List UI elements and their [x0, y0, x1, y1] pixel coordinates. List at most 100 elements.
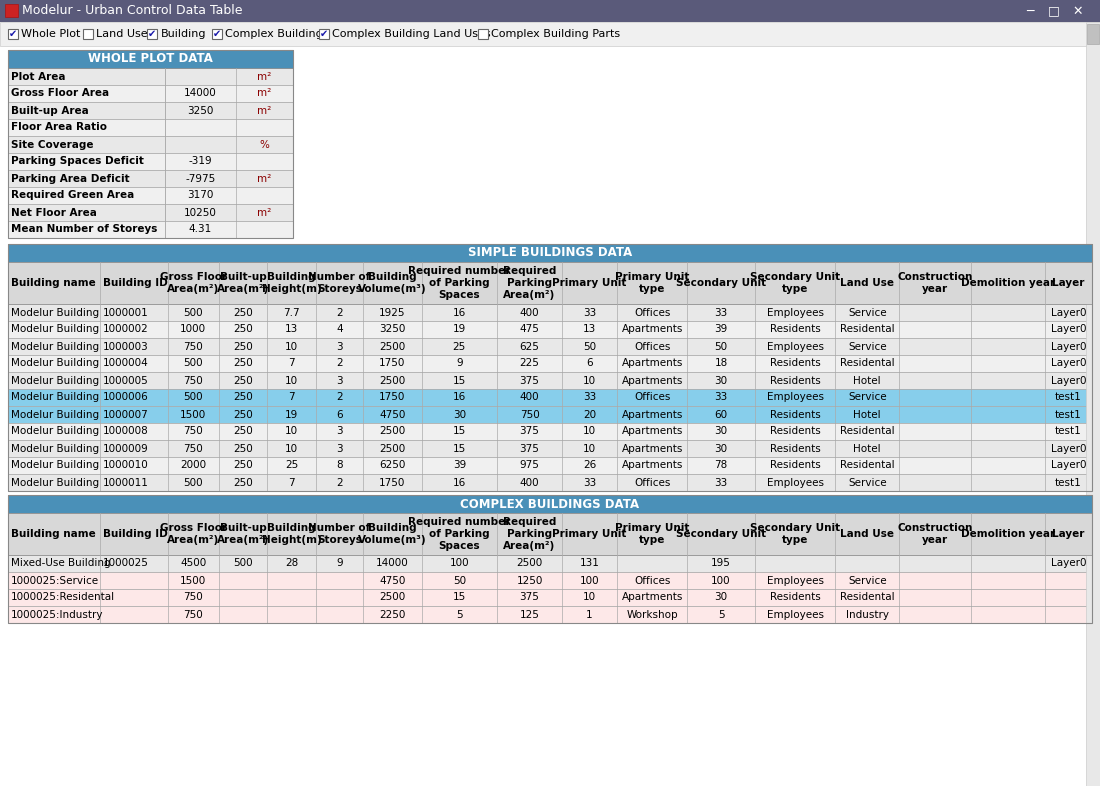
- Text: 225: 225: [519, 358, 539, 369]
- Bar: [8, 170, 293, 187]
- Text: 250: 250: [233, 341, 253, 351]
- Text: 25: 25: [285, 461, 298, 471]
- Bar: [319, 29, 329, 39]
- Text: Modelur Building: Modelur Building: [11, 358, 99, 369]
- Text: 7: 7: [288, 478, 295, 487]
- Text: Residents: Residents: [770, 325, 821, 335]
- Text: SIMPLE BUILDINGS DATA: SIMPLE BUILDINGS DATA: [468, 247, 632, 259]
- Text: Offices: Offices: [634, 307, 670, 318]
- Text: Primary Unit: Primary Unit: [552, 278, 627, 288]
- Bar: [1042, 0, 1066, 22]
- Text: Industry: Industry: [846, 609, 889, 619]
- Text: Modelur Building: Modelur Building: [11, 443, 99, 454]
- Text: 1925: 1925: [379, 307, 406, 318]
- Text: 475: 475: [519, 325, 539, 335]
- Bar: [8, 244, 1092, 262]
- Text: Modelur Building: Modelur Building: [11, 427, 99, 436]
- Text: Building ID: Building ID: [103, 278, 167, 288]
- Text: Residents: Residents: [770, 593, 821, 603]
- Text: Gross Floor
Area(m²): Gross Floor Area(m²): [160, 523, 227, 545]
- Text: 100: 100: [450, 559, 470, 568]
- Text: m²: m²: [257, 72, 272, 82]
- Text: 26: 26: [583, 461, 596, 471]
- Text: Hotel: Hotel: [854, 443, 881, 454]
- Text: 500: 500: [184, 358, 202, 369]
- Text: 10250: 10250: [184, 208, 217, 218]
- Text: Residents: Residents: [770, 358, 821, 369]
- Text: Parking Area Deficit: Parking Area Deficit: [11, 174, 130, 183]
- Bar: [6, 4, 18, 17]
- Text: 1000025:Residental: 1000025:Residental: [11, 593, 116, 603]
- Text: Required
Parking
Area(m²): Required Parking Area(m²): [503, 266, 557, 300]
- Text: Apartments: Apartments: [621, 325, 683, 335]
- Text: 33: 33: [715, 307, 728, 318]
- Text: 1000025: 1000025: [103, 559, 148, 568]
- Text: 19: 19: [285, 410, 298, 420]
- Text: 400: 400: [520, 478, 539, 487]
- Text: 1000008: 1000008: [103, 427, 148, 436]
- Text: 15: 15: [453, 376, 466, 385]
- Text: Layer0: Layer0: [1050, 376, 1086, 385]
- Bar: [8, 555, 1092, 572]
- Bar: [8, 474, 1092, 491]
- Text: 13: 13: [583, 325, 596, 335]
- Text: 1000025:Industry: 1000025:Industry: [11, 609, 103, 619]
- Text: 100: 100: [580, 575, 600, 586]
- Text: 250: 250: [233, 410, 253, 420]
- Text: 250: 250: [233, 427, 253, 436]
- Text: Secondary Unit: Secondary Unit: [676, 278, 767, 288]
- Text: 33: 33: [715, 392, 728, 402]
- Text: 500: 500: [184, 307, 202, 318]
- Text: 1000004: 1000004: [103, 358, 148, 369]
- Text: -319: -319: [188, 156, 212, 167]
- Text: Modelur Building: Modelur Building: [11, 478, 99, 487]
- Text: 250: 250: [233, 358, 253, 369]
- Bar: [8, 136, 293, 153]
- Text: 6250: 6250: [379, 461, 406, 471]
- Text: Residents: Residents: [770, 443, 821, 454]
- Text: Layer0: Layer0: [1050, 461, 1086, 471]
- Text: Modelur Building: Modelur Building: [11, 341, 99, 351]
- Text: Land Use: Land Use: [840, 529, 894, 539]
- Text: Construction
year: Construction year: [898, 272, 972, 294]
- Text: 1500: 1500: [180, 410, 207, 420]
- Text: 10: 10: [583, 593, 596, 603]
- Bar: [8, 244, 1092, 491]
- Text: Residental: Residental: [840, 325, 894, 335]
- Text: Residents: Residents: [770, 461, 821, 471]
- Text: 18: 18: [715, 358, 728, 369]
- Text: 30: 30: [715, 443, 728, 454]
- Text: COMPLEX BUILDINGS DATA: COMPLEX BUILDINGS DATA: [461, 498, 639, 510]
- Text: m²: m²: [257, 174, 272, 183]
- Text: ✔: ✔: [9, 29, 18, 39]
- Text: Apartments: Apartments: [621, 410, 683, 420]
- Text: 7: 7: [288, 358, 295, 369]
- Text: 6: 6: [586, 358, 593, 369]
- Text: Layer0: Layer0: [1050, 341, 1086, 351]
- Text: Residental: Residental: [840, 358, 894, 369]
- Text: 1000007: 1000007: [103, 410, 148, 420]
- Text: 975: 975: [519, 461, 539, 471]
- Text: Workshop: Workshop: [626, 609, 678, 619]
- Text: 125: 125: [519, 609, 539, 619]
- Text: Built-up
Area(m²): Built-up Area(m²): [217, 272, 270, 294]
- Text: Primary Unit
type: Primary Unit type: [615, 523, 690, 545]
- Text: Net Floor Area: Net Floor Area: [11, 208, 97, 218]
- Text: 3: 3: [336, 341, 342, 351]
- Text: ─: ─: [1026, 5, 1034, 17]
- Text: Modelur Building: Modelur Building: [11, 461, 99, 471]
- Bar: [8, 262, 1092, 304]
- Bar: [0, 0, 1100, 22]
- Text: 33: 33: [583, 392, 596, 402]
- Text: Employees: Employees: [767, 307, 824, 318]
- Text: 3250: 3250: [187, 105, 213, 116]
- Text: m²: m²: [257, 89, 272, 98]
- Text: 28: 28: [285, 559, 298, 568]
- Text: 1000025:Service: 1000025:Service: [11, 575, 99, 586]
- Text: □: □: [1048, 5, 1060, 17]
- Text: 750: 750: [184, 427, 204, 436]
- Text: 625: 625: [519, 341, 539, 351]
- Bar: [8, 389, 1092, 406]
- Text: Required Green Area: Required Green Area: [11, 190, 134, 200]
- Text: 10: 10: [285, 443, 298, 454]
